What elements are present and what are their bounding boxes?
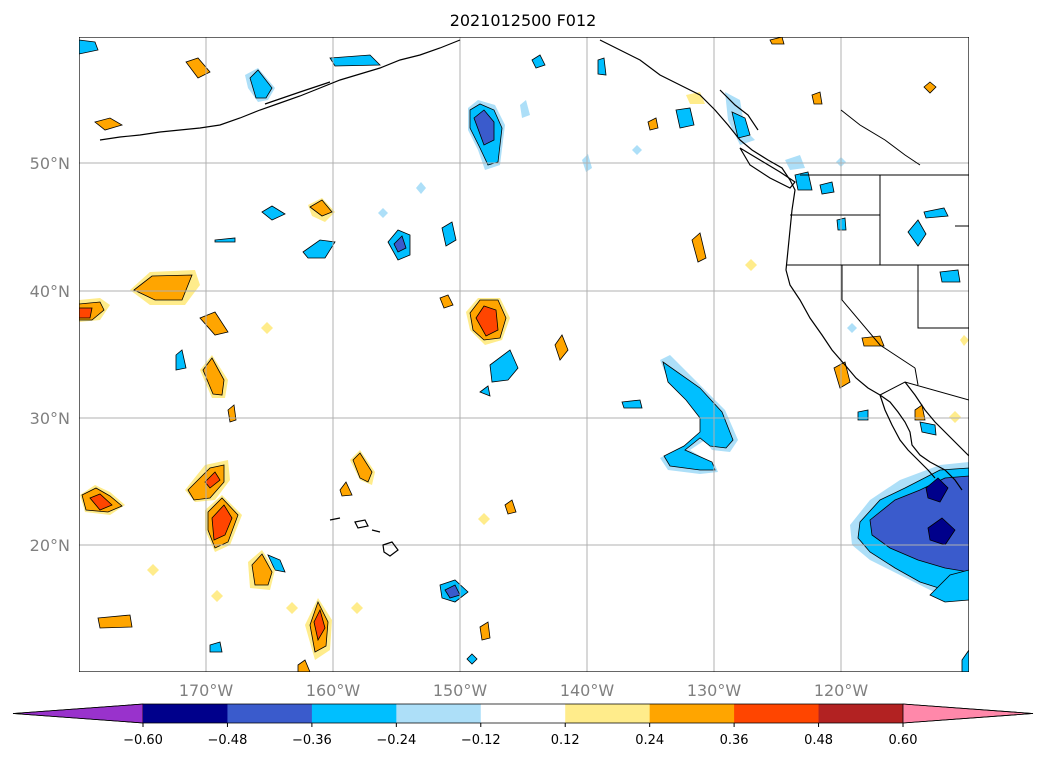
anomaly-contours (79, 37, 969, 672)
colorbar-bin (143, 704, 228, 723)
colorbar-bin (565, 704, 651, 723)
political-borders (786, 109, 969, 401)
colorbar-tick-label: 0.24 (635, 733, 664, 748)
map-plot-area (79, 37, 969, 672)
lat-label-50: 50°N (30, 154, 70, 173)
colorbar-tick-label: 0.60 (889, 733, 918, 748)
colorbar-bin (311, 704, 397, 723)
colorbar-extend-low (12, 703, 144, 724)
colorbar-extend-high (902, 703, 1034, 724)
colorbar-tick-label: −0.48 (208, 733, 248, 748)
colorbar-tick-label: −0.24 (376, 733, 416, 748)
latitude-labels: 50°N 40°N 30°N 20°N (30, 154, 70, 555)
map-title: 2021012500 F012 (450, 11, 597, 30)
colorbar-tick-label: −0.36 (292, 733, 332, 748)
lon-label-140w: 140°W (560, 681, 615, 700)
gridlines (79, 37, 969, 672)
lat-label-30: 30°N (30, 409, 70, 428)
colorbar: −0.60 −0.48 −0.36 −0.24 −0.12 0.12 0.24 0.36 0.4… (12, 703, 1034, 748)
colorbar-bin (480, 704, 566, 723)
colorbar-bin (396, 704, 482, 723)
colorbar-tick-label: −0.12 (461, 733, 501, 748)
colorbar-bin (818, 704, 904, 723)
colorbar-tick-label: 0.36 (720, 733, 749, 748)
lon-label-160w: 160°W (306, 681, 361, 700)
longitude-labels: 170°W 160°W 150°W 140°W 130°W 120°W (179, 681, 869, 700)
lon-label-120w: 120°W (814, 681, 869, 700)
lat-label-40: 40°N (30, 282, 70, 301)
lon-label-170w: 170°W (179, 681, 234, 700)
colorbar-bin (734, 704, 820, 723)
lat-label-20: 20°N (30, 536, 70, 555)
colorbar-tick-label: 0.12 (551, 733, 580, 748)
colorbar-tick-label: −0.60 (123, 733, 163, 748)
colorbar-bin (227, 704, 313, 723)
colorbar-tick-label: 0.48 (804, 733, 833, 748)
lon-label-130w: 130°W (687, 681, 742, 700)
colorbar-bin (649, 704, 735, 723)
coastlines (99, 39, 969, 557)
lon-label-150w: 150°W (433, 681, 488, 700)
